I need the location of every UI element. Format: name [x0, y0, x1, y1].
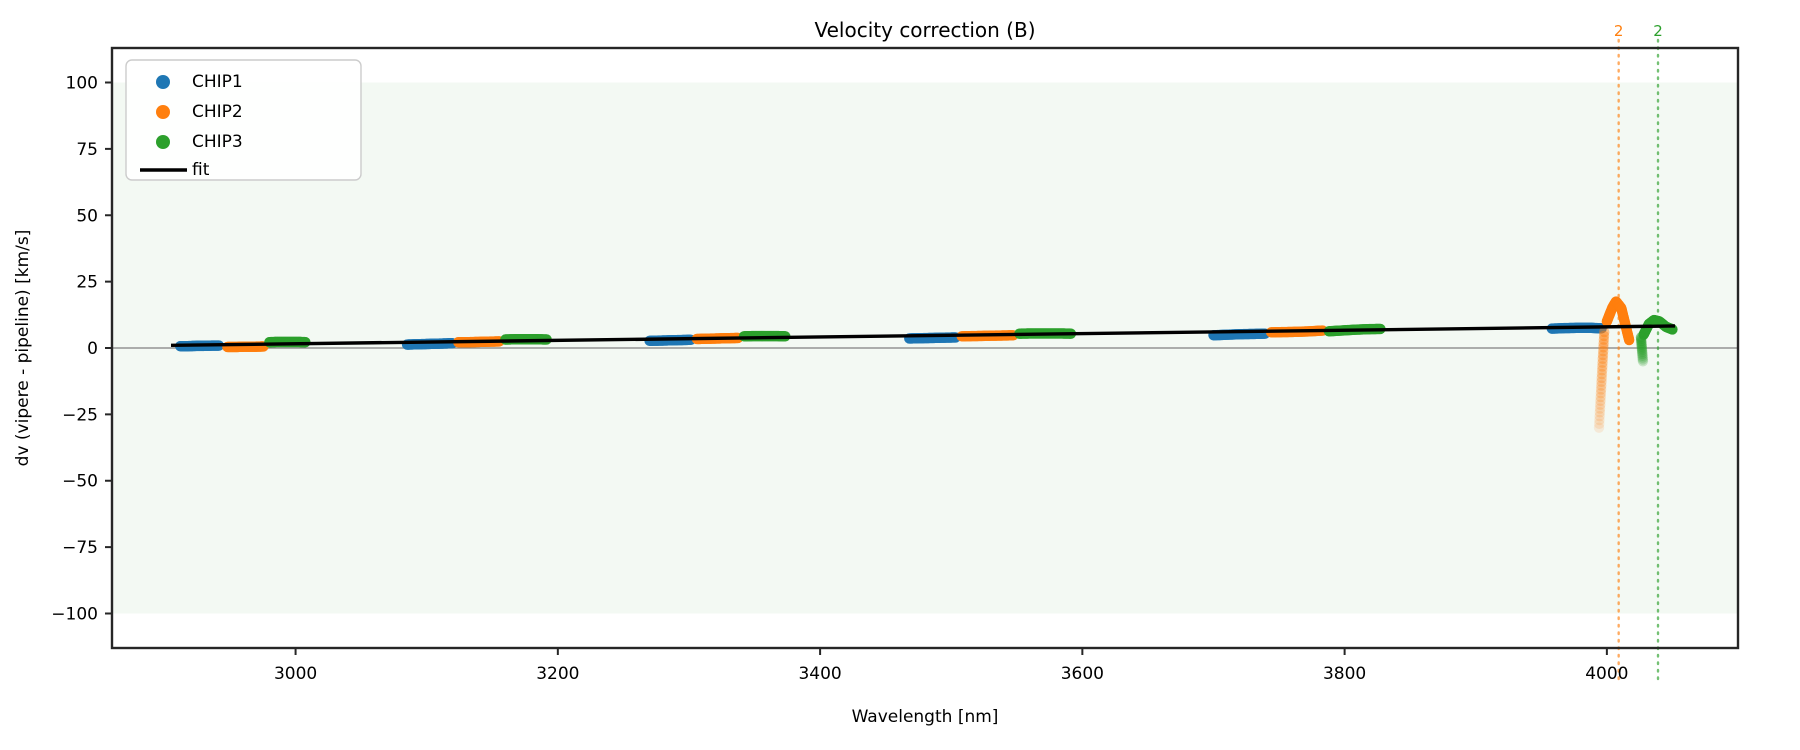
data-point-faded [1597, 357, 1608, 368]
axes-area [112, 48, 1738, 648]
x-tick-label: 3000 [274, 664, 317, 684]
data-point-faded [1594, 407, 1606, 418]
x-axis-ticks: 3000 3200 3400 3600 3800 4000 [274, 648, 1629, 684]
x-axis-label: Wavelength [nm] [852, 707, 999, 727]
legend-label-fit: fit [192, 160, 210, 180]
y-tick-label: 100 [66, 74, 98, 94]
page-title: Velocity correction (B) [815, 18, 1036, 42]
legend-label-chip3: CHIP3 [192, 132, 243, 152]
data-point-faded [1636, 345, 1648, 356]
order-label-0: 2 [1614, 22, 1624, 40]
data-point-faded [1594, 410, 1605, 422]
x-tick-label: 4000 [1585, 664, 1628, 684]
order-marker-lines [1617, 38, 1660, 682]
data-point-faded [1597, 345, 1609, 357]
legend-entry-chip3[interactable]: CHIP3 [156, 132, 243, 152]
y-tick-label: −25 [62, 405, 98, 425]
legend-entry-fit[interactable]: fit [140, 160, 210, 180]
data-point-faded [1596, 368, 1608, 380]
data-point-faded [1594, 418, 1605, 430]
data-point-faded [1595, 384, 1607, 395]
legend-label-chip2: CHIP2 [192, 102, 243, 122]
legend-marker-icon [156, 135, 170, 149]
data-point-faded [1595, 391, 1606, 403]
legend-box [125, 59, 362, 181]
data-point-faded [1598, 338, 1609, 349]
data-point-faded [1593, 422, 1605, 433]
y-tick-label: 75 [76, 140, 98, 160]
data-point-faded [1637, 356, 1649, 367]
legend-marker-icon [156, 105, 170, 119]
legend-label-chip1: CHIP1 [192, 72, 243, 92]
data-point-faded [1594, 414, 1605, 426]
data-point-faded [1636, 335, 1647, 347]
data-point-faded [1637, 354, 1648, 365]
y-axis-ticks: −100 −75 −50 −25 0 25 50 75 100 [51, 74, 112, 624]
order-label-1: 2 [1653, 22, 1663, 40]
data-point-faded [1595, 395, 1606, 407]
data-point-faded [1596, 372, 1607, 384]
data-point-faded [1595, 388, 1607, 399]
data-point-faded [1596, 380, 1607, 391]
fit-line [170, 324, 1676, 348]
data-point-faded [1636, 346, 1648, 358]
data-point-faded [1597, 353, 1608, 365]
data-point [1623, 334, 1635, 346]
y-tick-label: −100 [51, 604, 98, 624]
legend-entry-chip2[interactable]: CHIP2 [156, 102, 243, 122]
y-axis-label: dv (vipere - pipeline) [km/s] [13, 230, 33, 467]
data-point-faded [1637, 348, 1648, 360]
data-point-faded [1636, 341, 1647, 352]
data-point-faded [1595, 399, 1606, 410]
data-point-faded [1636, 339, 1647, 350]
x-tick-label: 3800 [1323, 664, 1366, 684]
data-point-faded [1636, 343, 1648, 354]
legend-marker-icon [156, 75, 170, 89]
data-point-faded [1598, 330, 1610, 342]
data-point-faded [1596, 365, 1608, 376]
data-point-faded [1636, 337, 1647, 349]
data-point-faded [1635, 332, 1647, 343]
y-tick-label: 50 [76, 206, 98, 226]
legend[interactable]: CHIP1 CHIP2 CHIP3 fit [125, 59, 362, 181]
data-point-faded [1635, 334, 1647, 345]
data-point-faded [1596, 376, 1607, 387]
x-tick-label: 3600 [1061, 664, 1104, 684]
data-point-faded [1599, 326, 1610, 338]
data-point-faded [1598, 342, 1609, 353]
data-point-faded [1637, 352, 1648, 363]
y-tick-label: −50 [62, 472, 98, 492]
y-tick-label: −75 [62, 538, 98, 558]
y-tick-label: 25 [76, 273, 98, 293]
data-point-faded [1637, 350, 1648, 361]
faded-tails [1593, 326, 1649, 433]
data-point-faded [1597, 349, 1609, 361]
data-point-faded [1597, 361, 1608, 372]
x-tick-label: 3400 [798, 664, 841, 684]
data-point-faded [1598, 334, 1610, 345]
data-point-faded [1594, 403, 1606, 414]
y-tick-label: 0 [87, 339, 98, 359]
legend-entry-chip1[interactable]: CHIP1 [156, 72, 243, 92]
x-tick-label: 3200 [536, 664, 579, 684]
